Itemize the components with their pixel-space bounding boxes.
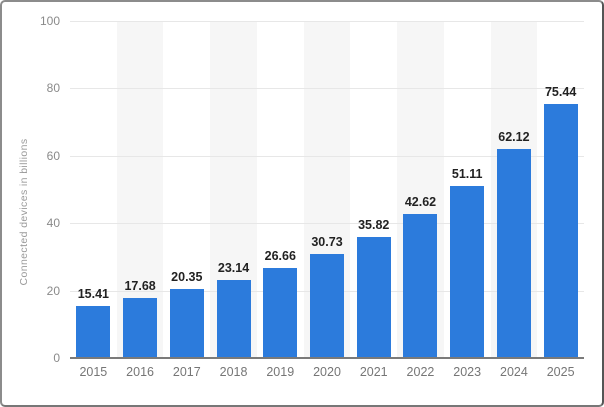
bar-2018 — [216, 280, 251, 358]
bar-value-label: 23.14 — [217, 261, 250, 276]
bar-2017 — [169, 289, 204, 358]
x-axis-line — [70, 357, 584, 359]
bar-2016 — [123, 298, 158, 358]
bar-2025 — [543, 103, 578, 358]
bar-value-label: 17.68 — [124, 279, 156, 294]
x-axis-year-label: 2021 — [359, 365, 388, 379]
bar-value-label: 15.41 — [77, 287, 109, 302]
bar-2022 — [403, 214, 438, 358]
bar-value-label: 26.66 — [264, 249, 296, 264]
bar-2021 — [356, 237, 391, 358]
bar-value-label: 51.11 — [451, 166, 483, 181]
x-axis-year-label: 2019 — [266, 365, 295, 379]
x-axis-year-label: 2025 — [546, 365, 575, 379]
bar-value-label: 42.62 — [404, 195, 437, 210]
x-axis-year-label: 2017 — [172, 365, 201, 379]
x-axis-year-label: 2024 — [500, 365, 528, 379]
x-axis-year-label: 2018 — [219, 365, 248, 379]
gridline — [70, 88, 584, 90]
bar-value-label: 62.12 — [498, 129, 530, 144]
y-axis-tick-label: 0 — [53, 351, 60, 365]
y-axis-tick-label: 60 — [46, 148, 60, 163]
x-axis-year-label: 2016 — [126, 365, 154, 379]
y-axis-tick-label: 100 — [39, 14, 60, 28]
bar-2024 — [496, 148, 531, 358]
y-axis-tick-label: 80 — [46, 81, 60, 96]
bar-2015 — [76, 306, 111, 358]
bar-value-label: 75.44 — [544, 84, 577, 99]
gridline — [70, 155, 584, 157]
bar-value-label: 35.82 — [358, 218, 390, 233]
bar-value-label: 20.35 — [171, 270, 203, 285]
x-axis-year-label: 2023 — [453, 365, 482, 379]
gridline — [70, 223, 584, 225]
bar-2023 — [450, 185, 485, 358]
bar-value-label: 30.73 — [311, 235, 343, 250]
bar-2019 — [263, 268, 298, 358]
x-axis-year-label: 2022 — [406, 365, 435, 379]
y-axis-tick-label: 20 — [46, 283, 60, 298]
x-axis-year-label: 2020 — [313, 365, 341, 379]
y-axis-tick-label: 40 — [46, 216, 60, 231]
bar-2020 — [310, 254, 344, 358]
x-axis-year-label: 2015 — [79, 365, 108, 379]
gridline — [70, 21, 584, 22]
